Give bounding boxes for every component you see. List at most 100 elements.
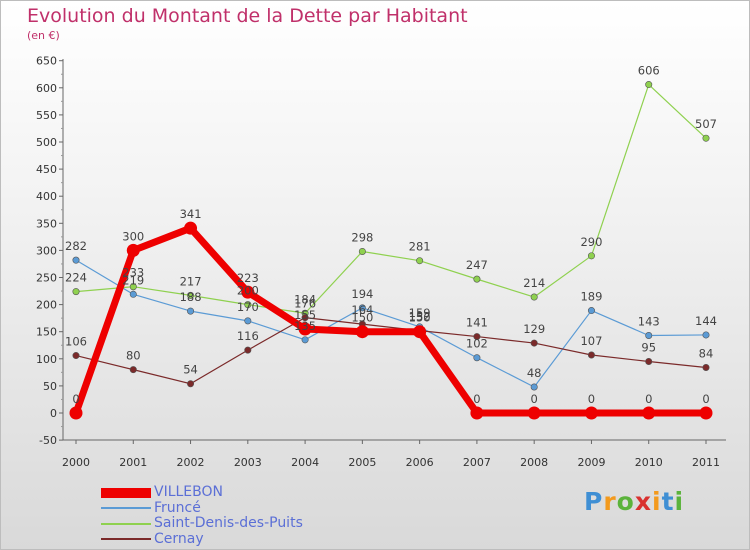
- data-label: 341: [180, 207, 202, 221]
- data-point: [187, 291, 195, 299]
- data-point: [69, 406, 83, 420]
- data-point: [301, 314, 309, 322]
- data-point: [702, 331, 710, 339]
- unit-label: (en €): [27, 29, 60, 42]
- data-point: [587, 307, 595, 315]
- y-tick-label: 200: [36, 299, 57, 312]
- data-label: 129: [523, 322, 545, 336]
- legend-swatch: [101, 538, 151, 541]
- data-label: 247: [466, 258, 488, 272]
- data-point: [184, 221, 198, 235]
- data-label: 606: [638, 64, 660, 78]
- y-tick-label: 650: [36, 55, 57, 68]
- data-point: [702, 363, 710, 371]
- data-point: [129, 283, 137, 291]
- data-point: [587, 252, 595, 260]
- y-tick-label: 550: [36, 109, 57, 122]
- data-label: 194: [351, 287, 373, 301]
- data-point: [72, 352, 80, 360]
- logo-letter: x: [634, 487, 652, 516]
- data-point: [702, 134, 710, 142]
- y-tick-label: 100: [36, 353, 57, 366]
- data-label: 48: [527, 366, 542, 380]
- data-label: 80: [126, 349, 141, 363]
- brand-logo: Proxiti: [584, 487, 684, 516]
- legend-swatch: [101, 522, 151, 525]
- data-point: [530, 339, 538, 347]
- data-label: 84: [699, 346, 714, 360]
- x-tick-label: 2003: [234, 456, 262, 469]
- data-point: [72, 256, 80, 264]
- data-label: 102: [466, 337, 488, 351]
- data-point: [187, 307, 195, 315]
- data-point: [645, 358, 653, 366]
- data-label: 219: [122, 273, 144, 287]
- data-label: 152: [409, 310, 431, 324]
- logo-letter: t: [661, 487, 675, 516]
- data-point: [416, 257, 424, 265]
- data-point: [358, 304, 366, 312]
- data-label: 0: [473, 392, 480, 406]
- x-tick-label: 2005: [348, 456, 376, 469]
- data-point: [699, 406, 713, 420]
- series-line: [75, 259, 707, 388]
- data-point: [470, 406, 484, 420]
- y-tick-label: 300: [36, 244, 57, 257]
- x-tick-label: 2001: [119, 456, 147, 469]
- data-point: [530, 383, 538, 391]
- legend-label: VILLEBON: [154, 484, 224, 500]
- data-label: 200: [237, 284, 259, 298]
- data-label: 0: [531, 392, 538, 406]
- data-point: [413, 325, 427, 339]
- x-tick-label: 2004: [291, 456, 319, 469]
- data-label: 0: [645, 392, 652, 406]
- data-label: 144: [695, 314, 717, 328]
- data-label: 0: [72, 392, 79, 406]
- data-label: 298: [351, 230, 373, 244]
- y-tick-label: -50: [39, 434, 57, 447]
- x-tick-label: 2009: [577, 456, 605, 469]
- data-point: [645, 331, 653, 339]
- data-label: 214: [523, 276, 545, 290]
- legend-swatch: [101, 487, 151, 498]
- x-tick-label: 2008: [520, 456, 548, 469]
- data-label: 155: [294, 308, 316, 322]
- logo-letter: P: [584, 487, 604, 516]
- data-point: [645, 81, 653, 89]
- y-tick-label: 50: [43, 380, 57, 393]
- data-point: [587, 351, 595, 359]
- data-label: 0: [702, 392, 709, 406]
- logo-letter: i: [652, 487, 662, 516]
- x-tick-label: 2007: [463, 456, 491, 469]
- data-point: [584, 406, 598, 420]
- x-tick-label: 2002: [177, 456, 205, 469]
- logo-letter: o: [616, 487, 635, 516]
- data-point: [301, 336, 309, 344]
- data-label: 54: [183, 363, 198, 377]
- data-point: [187, 380, 195, 388]
- data-point: [642, 406, 656, 420]
- data-label: 188: [180, 290, 202, 304]
- data-label: 107: [580, 334, 602, 348]
- data-label: 184: [294, 292, 316, 306]
- data-point: [126, 243, 140, 257]
- data-point: [244, 346, 252, 354]
- y-tick-label: 450: [36, 163, 57, 176]
- data-label: 164: [351, 303, 373, 317]
- data-label: 282: [65, 239, 87, 253]
- data-point: [244, 317, 252, 325]
- logo-letter: r: [603, 487, 617, 516]
- logo-letter: i: [674, 487, 685, 516]
- x-tick-label: 2000: [62, 456, 90, 469]
- legend-label: Fruncé: [154, 499, 201, 516]
- data-label: 281: [409, 240, 431, 254]
- data-point: [358, 247, 366, 255]
- series-line: [72, 224, 710, 417]
- data-label: 95: [641, 341, 656, 355]
- x-tick-label: 2011: [692, 456, 720, 469]
- data-label: 141: [466, 316, 488, 330]
- data-label: 224: [65, 271, 87, 285]
- series-line: [75, 317, 707, 385]
